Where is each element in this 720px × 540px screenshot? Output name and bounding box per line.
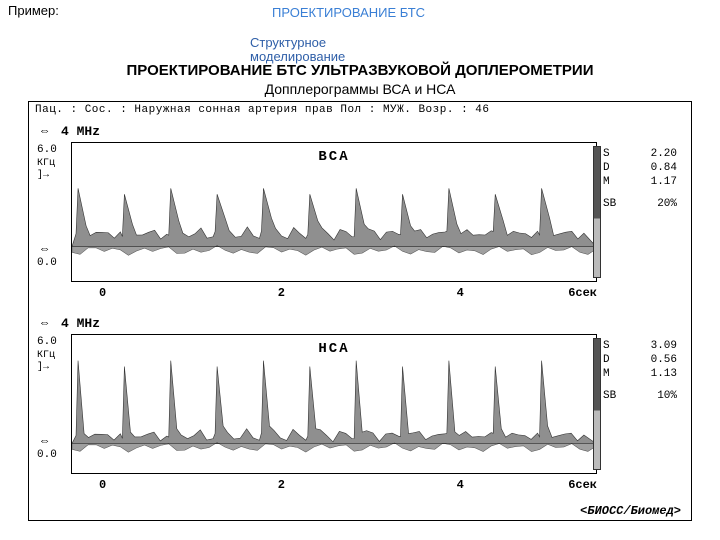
footer-brand: <БИОСС/Биомед> [580, 504, 681, 518]
doppler-panel: Пац. : Сос. : Наружная сонная артерия пр… [28, 101, 692, 521]
y-top: 6.0 [37, 144, 57, 156]
freq-label: 4 MHz [61, 316, 100, 331]
xtick: 0 [99, 478, 106, 492]
chart-block-НСА: ⇔ 4 MHz 6.0 КГц ]→ ⇔ 0.0 НСА S3.09 D0.56… [37, 314, 683, 502]
metrics: S3.09 D0.56 M1.13 SB10% [603, 338, 677, 404]
zero-icon: ⇔ [41, 434, 48, 448]
metric-SB: SB20% [603, 198, 677, 210]
struct-model-label: Структурное моделирование [250, 36, 420, 65]
chart-block-ВСА: ⇔ 4 MHz 6.0 КГц ]→ ⇔ 0.0 ВСА S2.20 D0.84… [37, 122, 683, 310]
y-unit: КГц [37, 158, 55, 169]
metric-S: S3.09 [603, 340, 677, 352]
xtick: 2 [278, 478, 285, 492]
y-arrow: ]→ [37, 170, 49, 181]
y-bot: 0.0 [37, 257, 57, 269]
freq-icon: ⇔ [41, 316, 48, 330]
freq-label: 4 MHz [61, 124, 100, 139]
design-bts-label: ПРОЕКТИРОВАНИЕ БТС [272, 6, 452, 20]
waveform-svg [72, 143, 596, 281]
example-label: Пример: [8, 4, 68, 18]
metric-D: D0.56 [603, 354, 677, 366]
plot-area: НСА [71, 334, 597, 474]
waveform-svg [72, 335, 596, 473]
xtick: 0 [99, 286, 106, 300]
y-bot: 0.0 [37, 449, 57, 461]
panel-header: Пац. : Сос. : Наружная сонная артерия пр… [29, 102, 691, 118]
subtitle: Допплерограммы ВСА и НСА [0, 81, 720, 97]
y-unit: КГц [37, 350, 55, 361]
y-arrow: ]→ [37, 362, 49, 373]
x-axis: 0 2 4 6сек [71, 286, 597, 302]
plot-area: ВСА [71, 142, 597, 282]
top-labels: Пример: ПРОЕКТИРОВАНИЕ БТС Структурное м… [0, 0, 720, 60]
grayscale-bar [593, 146, 601, 278]
freq-icon: ⇔ [41, 124, 48, 138]
metric-M: M1.13 [603, 368, 677, 380]
xtick: 4 [457, 286, 464, 300]
zero-icon: ⇔ [41, 242, 48, 256]
xtick: 2 [278, 286, 285, 300]
y-top: 6.0 [37, 336, 57, 348]
grayscale-bar [593, 338, 601, 470]
x-sec: 6сек [568, 478, 597, 492]
xtick: 4 [457, 478, 464, 492]
x-sec: 6сек [568, 286, 597, 300]
metric-S: S2.20 [603, 148, 677, 160]
metric-M: M1.17 [603, 176, 677, 188]
x-axis: 0 2 4 6сек [71, 478, 597, 494]
metric-SB: SB10% [603, 390, 677, 402]
metric-D: D0.84 [603, 162, 677, 174]
metrics: S2.20 D0.84 M1.17 SB20% [603, 146, 677, 212]
